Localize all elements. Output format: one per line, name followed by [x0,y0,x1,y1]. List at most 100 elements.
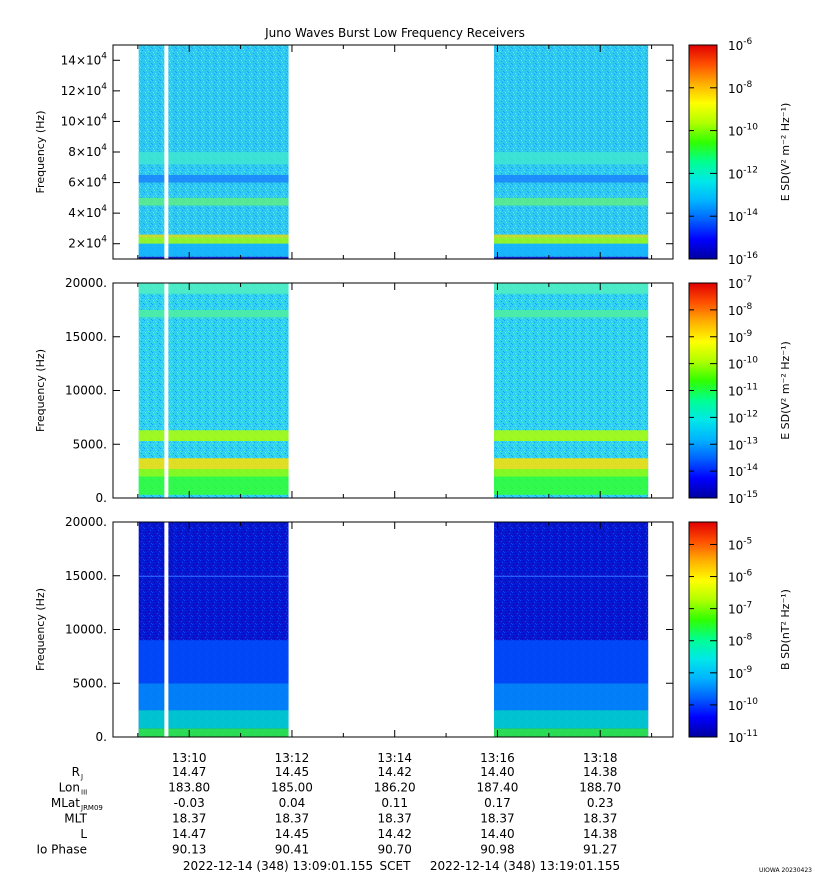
emission-band [494,430,649,442]
y-tick-label: 8×104 [68,143,107,159]
colorbar [688,44,718,260]
emission-band [494,710,649,729]
emission-band [138,476,289,495]
emission-band [494,309,649,318]
ephemeris-value: 0.17 [484,796,511,810]
x-tick-label: 13:12 [275,751,310,765]
emission-band [138,430,289,442]
data-block-2 [494,45,649,259]
y-axis-label: Frequency (Hz) [34,588,47,671]
x-tick-label: 13:10 [172,751,207,765]
data-block-2 [494,522,649,737]
colorbar-tick-label: 10-13 [728,436,758,452]
ephemeris-label-subscript: J [80,773,83,781]
start-time: 2022-12-14 (348) 13:09:01.155 [183,859,373,873]
colorbar-tick-label: 10-14 [728,463,758,479]
y-tick-label: 10000. [65,623,107,637]
emission-band [494,283,649,294]
emission-band [494,458,649,469]
colorbar-tick-label: 10-7 [728,601,752,617]
colorbar-label: E SD(V² m⁻² Hz⁻¹) [779,103,792,202]
data-block-1 [138,283,289,498]
emission-band [138,683,289,711]
emission-band [494,152,649,165]
ephemeris-value: 91.27 [583,843,617,857]
colorbar-label: E SD(V² m⁻² Hz⁻¹) [779,341,792,440]
ephemeris-label: MLat [51,796,80,810]
x-tick-label: 13:16 [480,751,515,765]
colorbar-tick-label: 10-9 [728,665,753,681]
colorbar-tick-label: 10-6 [728,569,753,585]
colorbar-tick-label: 10-5 [728,536,752,552]
colorbar-tick-label: 10-11 [728,383,758,399]
emission-band [494,468,649,477]
emission-band [138,283,289,294]
ephemeris-value: 90.70 [378,843,412,857]
colorbar-tick-label: 10-12 [728,409,758,425]
emission-band [138,174,289,183]
emission-band [494,728,649,737]
emission-band [138,197,289,206]
ephemeris-value: 14.42 [378,827,412,841]
ephemeris-value: 0.23 [587,796,614,810]
ephemeris-value: 14.45 [275,827,309,841]
ephemeris-value: 18.37 [172,812,206,826]
emission-band [138,458,289,469]
emission-line [138,575,289,577]
ephemeris-value: 90.13 [172,843,206,857]
y-tick-label: 20000. [65,515,107,529]
emission-band [138,234,289,238]
emission-band [494,683,649,711]
ephemeris-value: -0.03 [174,796,205,810]
ephemeris-value: 188.70 [579,781,621,795]
x-axis-ephemeris: 13:10 13:12 13:14 13:16 13:18 R J 14.47 14.45 14.… [36,751,621,873]
colorbar-tick-label: 10-16 [728,251,758,267]
ephemeris-value: 0.04 [279,796,306,810]
data-block-2 [494,283,649,498]
colorbar-label: B SD(nT² Hz⁻¹) [779,589,792,670]
emission-line [494,575,649,577]
ephemeris-value: 14.40 [480,827,514,841]
colorbar-tick-label: 10-8 [728,633,753,649]
ephemeris-label: Lon [59,781,80,795]
panel-top: 2×104 4×104 6×104 8×104 10×104 12×104 14×104 Fr… [34,37,792,267]
emission-band [138,309,289,318]
colorbar-tick-label: 10-10 [728,123,758,139]
y-tick-label: 12×104 [61,82,108,98]
panel-bottom: 0. 5000. 10000. 15000. 20000. Frequency (Hz) 1… [34,515,792,745]
ephemeris-value: 14.45 [275,765,309,779]
end-time: 2022-12-14 (348) 13:19:01.155 [430,859,620,873]
y-tick-label: 5000. [73,676,107,690]
panel-middle: 0. 5000. 10000. 15000. 20000. Frequency (Hz) 1… [34,275,792,506]
colorbar-tick-label: 10-10 [728,697,758,713]
colorbar-tick-label: 10-14 [728,208,758,224]
colorbar-tick-label: 10-11 [728,729,758,745]
y-tick-label: 20000. [65,276,107,290]
emission-band [494,234,649,238]
y-axis-label: Frequency (Hz) [34,111,47,194]
data-block-1 [138,522,289,737]
ephemeris-value: 90.98 [480,843,514,857]
emission-band [138,237,289,244]
y-tick-label: 5000. [73,437,107,451]
y-tick-label: 10000. [65,384,107,398]
ephemeris-label-subscript: III [81,789,87,797]
y-tick-label: 4×104 [68,204,107,220]
emission-band [138,243,289,256]
emission-band [494,243,649,256]
ephemeris-value: 0.11 [381,796,408,810]
ephemeris-label-subscript: JRM09 [80,804,103,812]
colorbar [688,521,718,738]
colorbar-tick-label: 10-8 [728,80,753,96]
colorbar-tick-label: 10-10 [728,356,758,372]
data-gap [164,283,169,498]
ephemeris-value: 186.20 [374,781,416,795]
emission-band [494,197,649,206]
colorbar-tick-label: 10-7 [728,275,752,291]
y-tick-label: 6×104 [68,174,107,190]
emission-band [494,476,649,495]
y-tick-label: 10×104 [61,112,108,128]
ephemeris-value: 18.37 [583,812,617,826]
y-axis-label: Frequency (Hz) [34,349,47,432]
emission-band [494,174,649,183]
